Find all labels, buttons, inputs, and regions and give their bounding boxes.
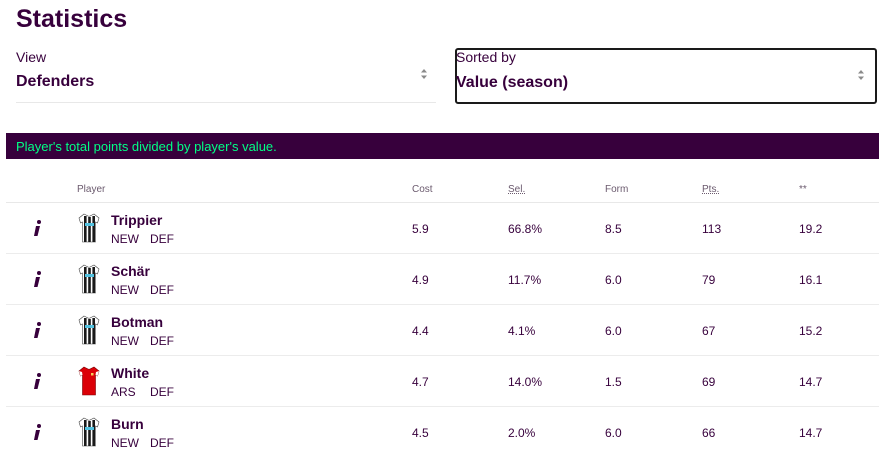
cell-sorted-stat: 14.7 [799,375,823,389]
table-row: White ARS DEF 4.7 14.0% 1.5 69 14.7 [6,356,879,407]
cell-form: 8.5 [605,222,622,236]
player-team: NEW [111,283,139,297]
sort-select-value: Value (season) [456,74,569,91]
cell-form: 6.0 [605,324,622,338]
stats-table: Player Cost Sel. Form Pts. ** Trippier NE… [6,178,879,455]
sort-select[interactable]: Sorted by Value (season) [455,48,877,104]
player-name[interactable]: Botman [111,314,164,330]
view-select-label: View [16,49,47,65]
header-selected-by: Sel. [508,184,526,195]
table-row: Burn NEW DEF 4.5 2.0% 6.0 66 14.7 [6,407,879,455]
sort-select-label: Sorted by [456,49,516,65]
shirt-icon [78,213,100,243]
cell-points: 113 [702,222,722,236]
cell-selected-by: 11.7% [508,273,542,287]
player-position: DEF [150,334,174,348]
player-position: DEF [150,283,174,297]
player-team: NEW [111,436,139,450]
player-position: DEF [150,385,174,399]
page-title: Statistics [16,5,128,33]
select-arrows-icon [420,68,428,80]
player-name[interactable]: Schär [111,263,150,279]
cell-sorted-stat: 19.2 [799,222,823,236]
cell-selected-by: 66.8% [508,222,543,236]
cell-form: 1.5 [605,375,622,389]
cell-cost: 4.7 [412,375,429,389]
table-row: Schär NEW DEF 4.9 11.7% 6.0 79 16.1 [6,254,879,305]
table-row: Trippier NEW DEF 5.9 66.8% 8.5 113 19.2 [6,203,879,254]
cell-points: 69 [702,375,716,389]
header-points: Pts. [702,184,720,195]
cell-cost: 4.5 [412,426,429,440]
cell-form: 6.0 [605,273,622,287]
header-player: Player [77,184,106,195]
shirt-icon [78,315,100,345]
cell-selected-by: 2.0% [508,426,536,440]
player-name[interactable]: White [111,365,150,381]
player-team: ARS [111,385,136,399]
shirt-icon [78,417,100,447]
sort-description-banner: Player's total points divided by player'… [6,133,879,159]
player-name[interactable]: Trippier [111,212,163,228]
cell-points: 79 [702,273,716,287]
cell-cost: 5.9 [412,222,429,236]
header-sorted-stat: ** [799,184,807,195]
info-icon[interactable] [30,268,44,290]
view-select-value: Defenders [16,73,95,90]
cell-form: 6.0 [605,426,622,440]
cell-sorted-stat: 14.7 [799,426,823,440]
cell-points: 66 [702,426,716,440]
info-icon[interactable] [30,217,44,239]
select-arrows-icon [857,69,865,81]
info-icon[interactable] [30,319,44,341]
cell-selected-by: 4.1% [508,324,536,338]
shirt-icon [78,366,100,396]
info-icon[interactable] [30,370,44,392]
cell-cost: 4.9 [412,273,429,287]
player-team: NEW [111,232,139,246]
player-position: DEF [150,436,174,450]
cell-cost: 4.4 [412,324,429,338]
table-header: Player Cost Sel. Form Pts. ** [6,178,879,203]
cell-sorted-stat: 16.1 [799,273,823,287]
shirt-icon [78,264,100,294]
header-form: Form [605,184,629,195]
player-team: NEW [111,334,139,348]
player-position: DEF [150,232,174,246]
cell-sorted-stat: 15.2 [799,324,823,338]
player-name[interactable]: Burn [111,416,144,432]
header-cost: Cost [412,184,433,195]
cell-points: 67 [702,324,716,338]
table-row: Botman NEW DEF 4.4 4.1% 6.0 67 15.2 [6,305,879,356]
info-icon[interactable] [30,421,44,443]
cell-selected-by: 14.0% [508,375,543,389]
view-select[interactable]: View Defenders [16,48,436,103]
